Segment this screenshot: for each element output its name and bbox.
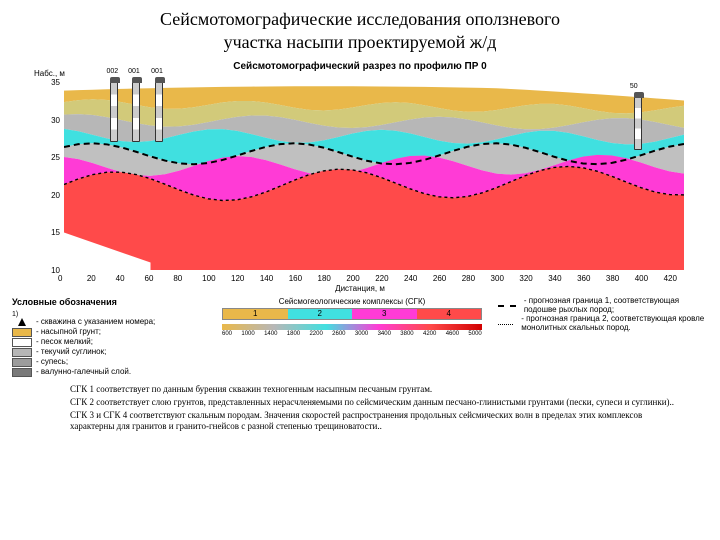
velocity-scale	[222, 324, 482, 330]
legend-sgk: Сейсмогеологические комплексы (СГК) 1234…	[222, 297, 482, 378]
legend-item: - текучий суглинок;	[12, 348, 212, 357]
borehole-label: 50	[630, 83, 638, 90]
xtick: 100	[202, 274, 215, 283]
borehole-icon	[634, 97, 642, 150]
xtick: 400	[635, 274, 648, 283]
xtick: 180	[318, 274, 331, 283]
dash1-icon	[498, 305, 516, 307]
sgk-cell: 3	[352, 309, 417, 319]
legend-heading: Условные обозначения	[12, 297, 212, 307]
sgk-cell: 4	[417, 309, 482, 319]
xtick: 80	[173, 274, 182, 283]
legend-boundaries: - прогнозная граница 1, соответствующая …	[492, 297, 708, 378]
body-p2: СГК 2 соответствует слою грунтов, предст…	[70, 397, 680, 408]
xtick: 300	[491, 274, 504, 283]
title-line2: участка насыпи проектируемой ж/д	[224, 32, 497, 52]
xtick: 160	[289, 274, 302, 283]
y-axis-label: Набс., м	[34, 69, 65, 78]
ytick: 20	[46, 191, 60, 200]
xtick: 340	[548, 274, 561, 283]
ytick: 35	[46, 78, 60, 87]
swatch-icon	[12, 338, 32, 347]
borehole-label: 002	[106, 68, 118, 75]
borehole-icon	[132, 82, 140, 142]
sgk-cell: 2	[288, 309, 353, 319]
xtick: 200	[346, 274, 359, 283]
xtick: 120	[231, 274, 244, 283]
xtick: 320	[519, 274, 532, 283]
xtick: 60	[145, 274, 154, 283]
xtick: 240	[404, 274, 417, 283]
xtick: 380	[606, 274, 619, 283]
xtick: 220	[375, 274, 388, 283]
xtick: 40	[116, 274, 125, 283]
ytick: 25	[46, 153, 60, 162]
xtick: 280	[462, 274, 475, 283]
swatch-icon	[12, 368, 32, 377]
borehole-label: 001	[128, 68, 140, 75]
body-p1: СГК 1 соответствует по данным бурения ск…	[70, 384, 680, 395]
legend: Условные обозначения 1) - скважина с ука…	[0, 297, 720, 378]
legend-item: - валунно-галечный слой.	[12, 368, 212, 377]
page-title: Сейсмотомографические исследования ополз…	[0, 0, 720, 61]
ytick: 30	[46, 116, 60, 125]
dash2-icon	[498, 324, 513, 325]
borehole-label: 001	[151, 68, 163, 75]
boundary2-legend: - прогнозная граница 2, соответствующая …	[498, 315, 708, 333]
xtick: 140	[260, 274, 273, 283]
legend-item: - песок мелкий;	[12, 338, 212, 347]
swatch-icon	[12, 358, 32, 367]
boundary1-legend: - прогнозная граница 1, соответствующая …	[498, 297, 708, 315]
x-axis-label: Дистанция, м	[335, 284, 385, 293]
legend-item: - насыпной грунт;	[12, 328, 212, 337]
legend-item: - супесь;	[12, 358, 212, 367]
xtick: 360	[577, 274, 590, 283]
legend-symbols: Условные обозначения 1) - скважина с ука…	[12, 297, 212, 378]
triangle-icon	[18, 318, 26, 326]
swatch-icon	[12, 328, 32, 337]
sgk-title: Сейсмогеологические комплексы (СГК)	[222, 297, 482, 306]
seismic-profile-chart: Сейсмотомографический разрез по профилю …	[20, 61, 700, 291]
sgk-cell: 1	[223, 309, 288, 319]
legend-item: - скважина с указанием номера;	[12, 318, 212, 327]
sgk-bar: 1234	[222, 308, 482, 320]
description-text: СГК 1 соответствует по данным бурения ск…	[0, 378, 720, 433]
xtick: 0	[58, 274, 62, 283]
title-line1: Сейсмотомографические исследования ополз…	[160, 9, 560, 29]
velocity-ticks: 6001000140018002200260030003400380042004…	[222, 331, 482, 337]
xtick: 260	[433, 274, 446, 283]
borehole-icon	[155, 82, 163, 142]
ytick: 15	[46, 228, 60, 237]
chart-title: Сейсмотомографический разрез по профилю …	[233, 61, 486, 72]
borehole-icon	[110, 82, 118, 142]
body-p3: СГК 3 и СГК 4 соответствуют скальным пор…	[70, 410, 680, 433]
xtick: 420	[664, 274, 677, 283]
xtick: 20	[87, 274, 96, 283]
swatch-icon	[12, 348, 32, 357]
legend-1-num: 1)	[12, 311, 18, 318]
